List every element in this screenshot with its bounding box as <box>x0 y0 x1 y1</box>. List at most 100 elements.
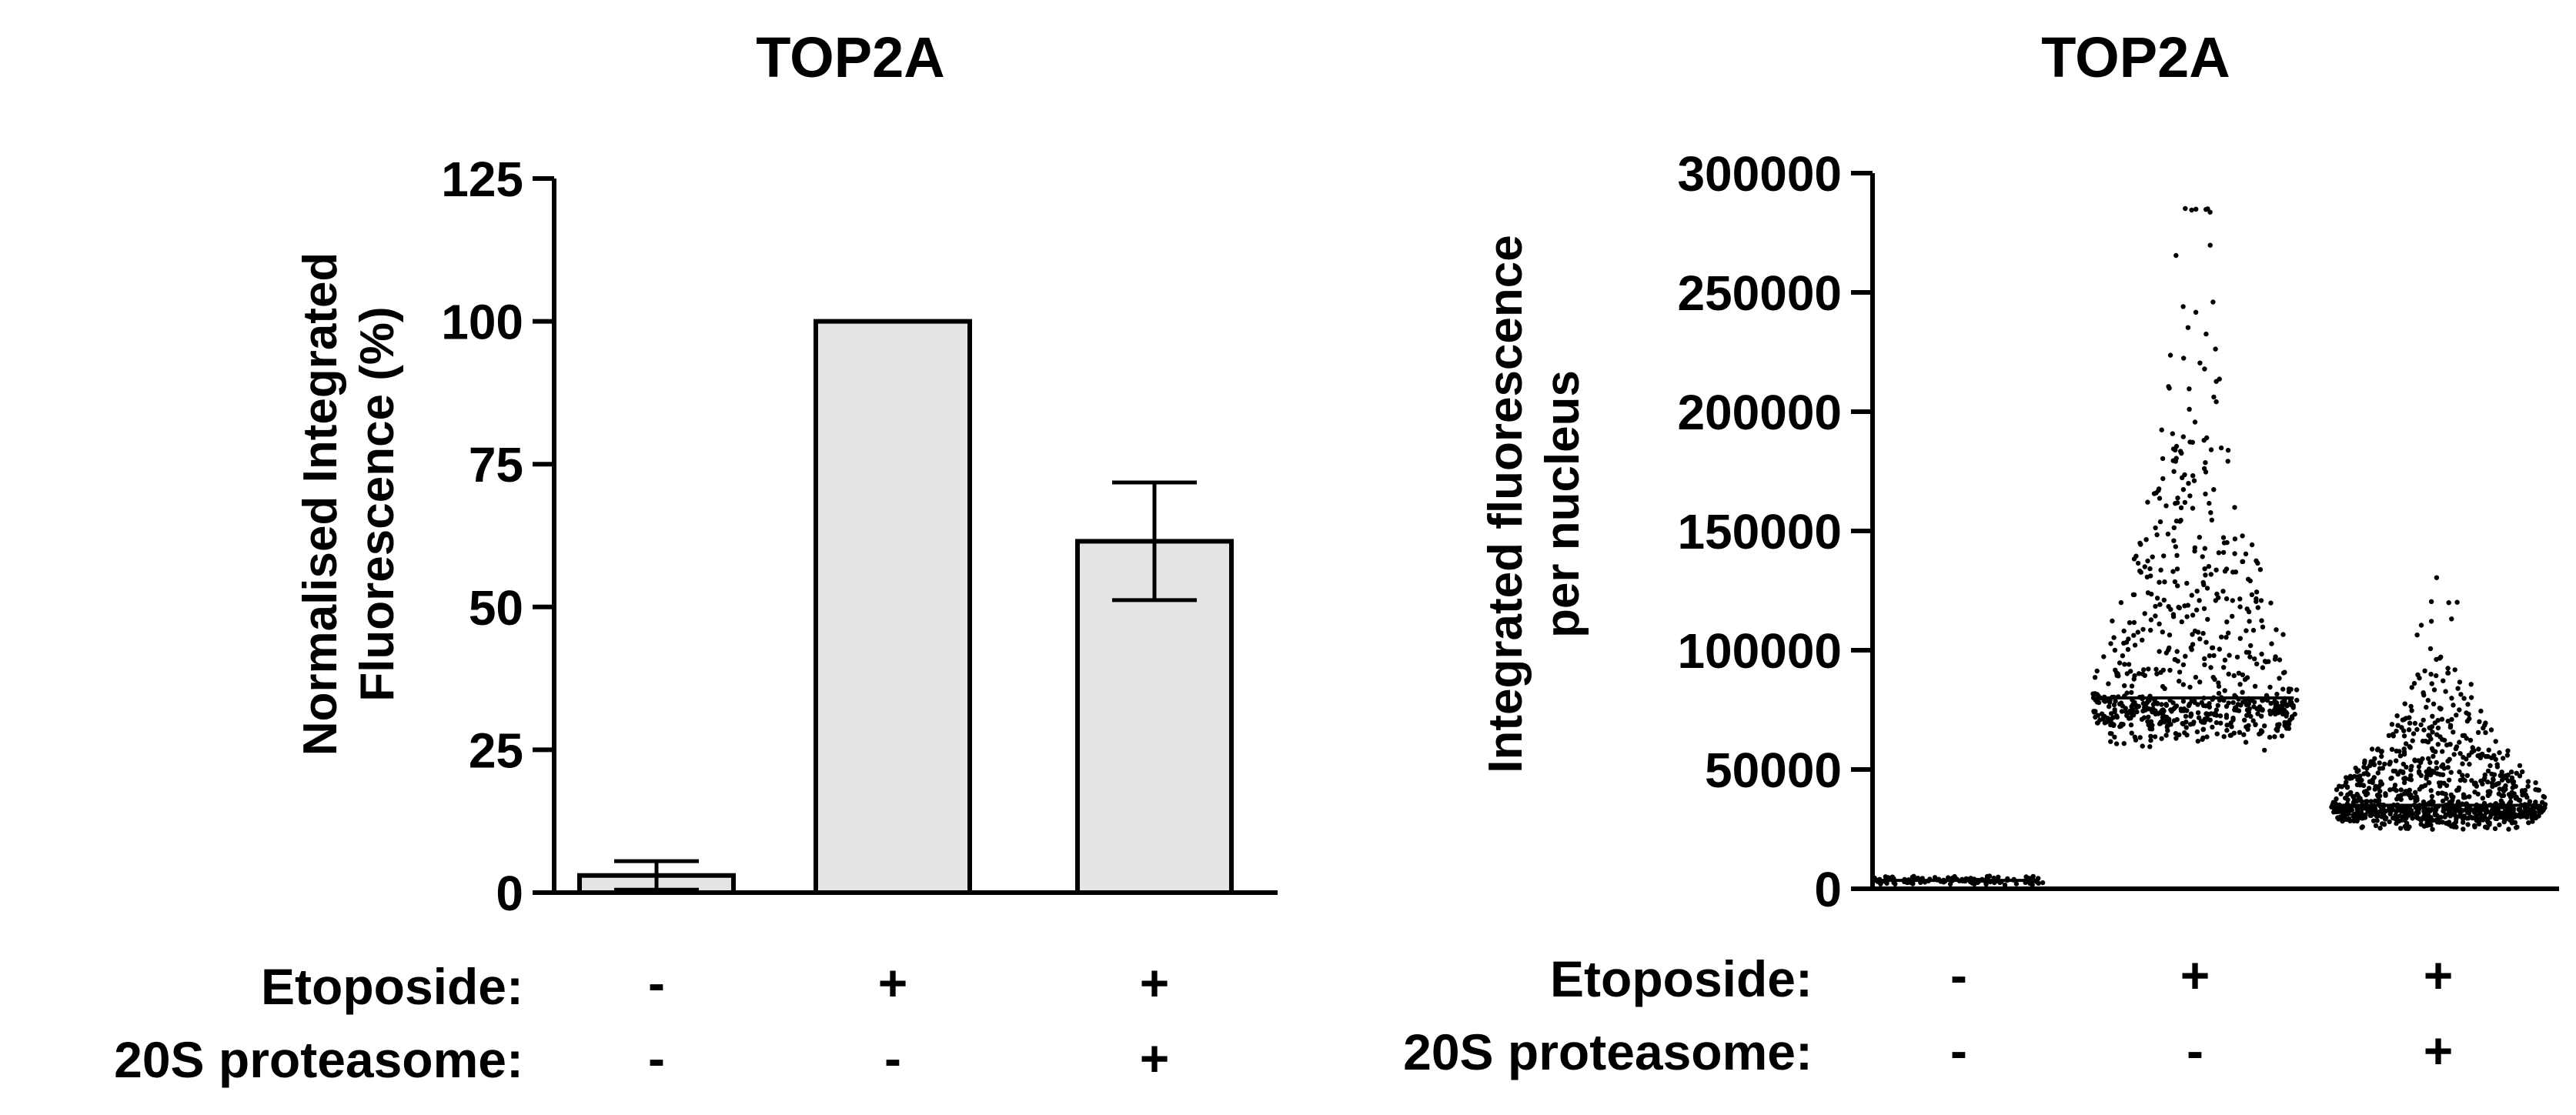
scatter-point <box>2201 606 2207 612</box>
scatter-point <box>2200 579 2206 586</box>
scatter-point <box>2397 753 2404 759</box>
scatter-point <box>2435 742 2441 747</box>
scatter-point <box>2187 684 2193 690</box>
scatter-point <box>2113 713 2120 719</box>
scatter-point <box>2354 791 2360 797</box>
scatter-point <box>2132 643 2138 648</box>
scatter-point <box>2434 732 2440 737</box>
scatter-point <box>2457 739 2462 745</box>
scatter-point <box>2445 765 2451 770</box>
scatter-point <box>2280 632 2286 637</box>
scatter-point <box>2220 549 2227 556</box>
scatter-point <box>2394 748 2399 754</box>
scatter-point <box>2440 820 2445 825</box>
scatter-point <box>2118 700 2124 706</box>
scatter-point <box>2467 794 2472 800</box>
scatter-point <box>2183 725 2189 730</box>
scatter-point <box>2493 739 2498 744</box>
scatter-point <box>2458 692 2464 697</box>
scatter-point <box>2482 772 2487 778</box>
scatter-point <box>2159 702 2164 707</box>
scatter-point <box>2445 670 2451 676</box>
scatter-point <box>2187 386 2192 392</box>
scatter-point <box>2237 604 2243 609</box>
scatter-point <box>2184 614 2190 619</box>
scatter-point <box>2194 589 2200 594</box>
scatter-point <box>2375 770 2381 776</box>
scatter-point <box>2253 722 2258 728</box>
scatter-point <box>2434 673 2439 679</box>
scatter-point <box>2134 709 2140 715</box>
scatter-point <box>2178 517 2183 523</box>
scatter-point <box>2486 747 2491 753</box>
scatter-point <box>2533 800 2538 805</box>
scatter-point <box>2224 566 2230 572</box>
scatter-point <box>2398 787 2404 793</box>
scatter-point <box>2129 683 2135 689</box>
scatter-point <box>2142 564 2147 569</box>
scatter-point <box>2252 683 2258 689</box>
scatter-point <box>2148 627 2153 633</box>
scatter-point <box>2102 720 2107 726</box>
scatter-point <box>2483 753 2489 759</box>
scatter-point <box>2368 799 2374 804</box>
scatter-point <box>2448 792 2454 798</box>
scatter-point <box>2414 815 2420 820</box>
scatter-point <box>2401 746 2407 752</box>
scatter-point <box>2224 713 2230 718</box>
scatter-point <box>2431 701 2437 706</box>
scatter-point <box>2110 618 2115 624</box>
scatter-point <box>2360 783 2366 788</box>
scatter-point <box>2090 691 2096 696</box>
scatter-point <box>2445 719 2451 724</box>
scatter-point <box>2501 756 2506 761</box>
scatter-point <box>2268 600 2274 606</box>
scatter-point <box>2166 384 2171 389</box>
condition-sign: - <box>1950 1022 1967 1079</box>
scatter-point <box>2173 443 2180 449</box>
bar-chart-y-tick-label: 25 <box>469 723 523 778</box>
scatter-point <box>2118 599 2124 606</box>
scatter-point <box>2254 661 2260 666</box>
scatter-point <box>2132 673 2137 679</box>
scatter-point <box>2136 671 2142 676</box>
scatter-point <box>2203 460 2208 466</box>
scatter-point <box>2247 654 2253 659</box>
scatter-point <box>2126 662 2132 667</box>
scatter-point <box>2461 755 2466 760</box>
scatter-point <box>2181 356 2187 361</box>
scatter-point <box>2192 419 2198 425</box>
scatter-point <box>2374 818 2380 823</box>
scatter-point <box>2224 723 2230 728</box>
scatter-point <box>2488 727 2494 733</box>
scatter-point <box>2483 729 2488 736</box>
scatter-point <box>2438 814 2444 820</box>
scatter-point <box>2375 746 2381 752</box>
scatter-point <box>2145 590 2151 596</box>
scatter-point <box>2425 697 2431 703</box>
scatter-chart-y-tick-label: 300000 <box>1677 146 1842 202</box>
scatter-point <box>2509 775 2515 780</box>
scatter-point <box>2233 569 2239 575</box>
scatter-point <box>2408 773 2414 779</box>
scatter-point <box>2282 669 2287 675</box>
scatter-point <box>2193 674 2199 680</box>
bar-chart-y-tick-label: 0 <box>496 866 523 921</box>
scatter-point <box>2335 815 2340 820</box>
scatter-point <box>2355 806 2360 811</box>
scatter-point <box>2113 741 2120 746</box>
scatter-point <box>2244 606 2250 612</box>
scatter-point <box>2262 747 2267 753</box>
scatter-point <box>2222 688 2227 693</box>
scatter-point <box>2274 627 2279 633</box>
scatter-point <box>2250 627 2257 633</box>
scatter-point <box>1883 874 1889 880</box>
scatter-chart-y-ticks: 0 50000 100000 150000 200000 250000 300000 <box>1677 146 1873 917</box>
scatter-point <box>2137 735 2143 740</box>
scatter-chart-points <box>1872 205 2548 888</box>
scatter-point <box>2444 796 2449 801</box>
scatter-point <box>2111 702 2117 708</box>
scatter-point <box>2230 598 2235 603</box>
scatter-point <box>2247 706 2252 712</box>
scatter-point <box>2429 793 2435 800</box>
